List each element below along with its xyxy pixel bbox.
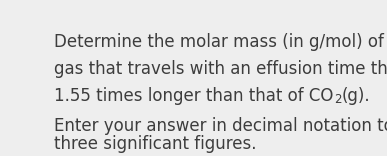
Text: Enter your answer in decimal notation to: Enter your answer in decimal notation to <box>54 117 387 135</box>
Text: three significant figures.: three significant figures. <box>54 135 257 153</box>
Text: 1.55 times longer than that of CO: 1.55 times longer than that of CO <box>54 87 334 105</box>
Text: (g).: (g). <box>341 87 370 105</box>
Text: Determine the molar mass (in g/mol) of a: Determine the molar mass (in g/mol) of a <box>54 33 387 51</box>
Text: gas that travels with an effusion time that is: gas that travels with an effusion time t… <box>54 60 387 78</box>
Text: 2: 2 <box>334 93 341 106</box>
